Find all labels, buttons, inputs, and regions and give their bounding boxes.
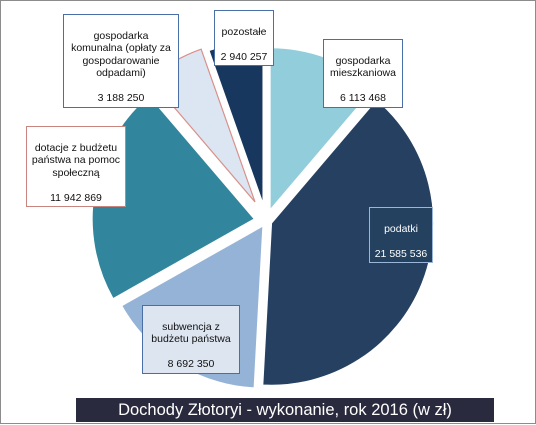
value-label: 21 585 536 [374, 247, 428, 260]
data-label-gospodarka-mieszkaniowa: gospodarka mieszkaniowa 6 113 468 [323, 39, 403, 108]
slice-podatki [262, 99, 435, 386]
value-label: 3 188 250 [97, 92, 145, 104]
data-label-dotacje: dotacje z budżetu państwa na pomoc społe… [26, 126, 126, 207]
value-label: 2 940 257 [220, 50, 268, 63]
chart-title: Dochody Złotoryi - wykonanie, rok 2016 (… [76, 398, 494, 422]
category-label: pozostałe [221, 25, 267, 38]
category-label: gospodarka mieszkaniowa [330, 54, 396, 80]
value-label: 6 113 468 [340, 92, 386, 104]
data-label-gospodarka-komunalna: gospodarka komunalna (opłaty za gospodar… [63, 14, 179, 108]
data-label-pozostale: pozostałe 2 940 257 [214, 10, 274, 66]
value-label: 8 692 350 [167, 358, 215, 370]
category-label: dotacje z budżetu państwa na pomoc społe… [31, 141, 121, 179]
category-label: gospodarka komunalna (opłaty za gospodar… [71, 29, 171, 80]
value-label: 11 942 869 [50, 191, 102, 204]
data-label-podatki: podatki 21 585 536 [369, 207, 433, 263]
category-label: subwencja z budżetu państwa [151, 320, 231, 346]
data-label-subwencja: subwencja z budżetu państwa 8 692 350 [142, 305, 240, 374]
category-label: podatki [384, 222, 418, 235]
